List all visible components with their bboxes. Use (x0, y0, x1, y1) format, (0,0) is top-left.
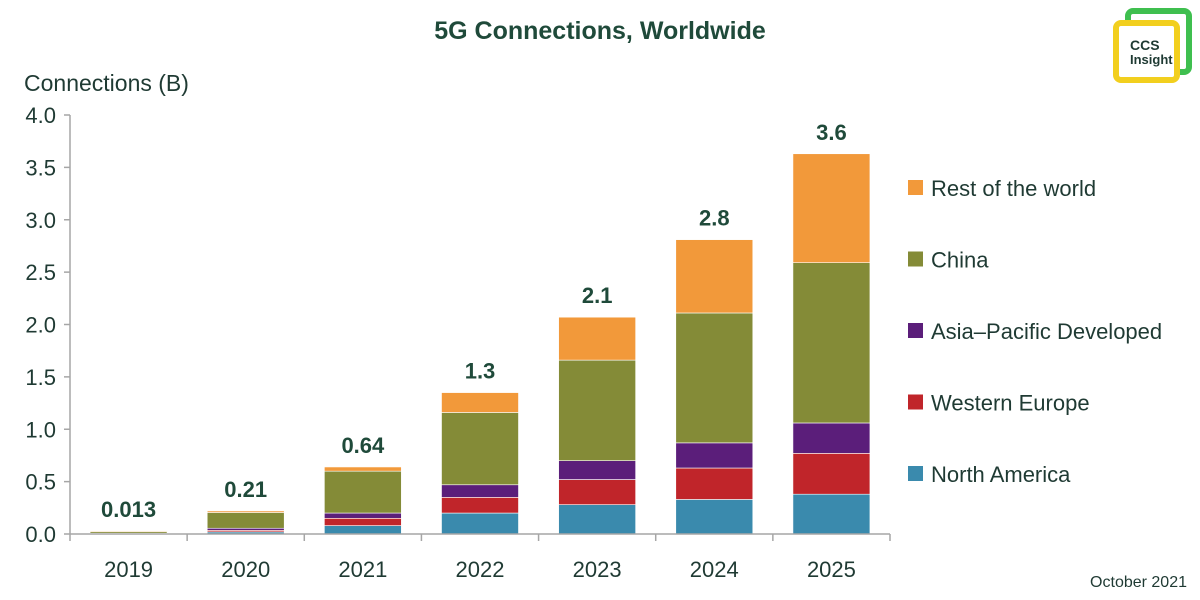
bar-segment-2021-north-america (324, 525, 402, 535)
bar-total-label: 1.3 (465, 359, 496, 384)
bar-segment-2020-china (206, 512, 285, 529)
x-tick-label: 2020 (221, 557, 270, 582)
y-tick-label: 2.5 (25, 260, 56, 285)
x-tick-label: 2019 (104, 557, 153, 582)
bar-total-label: 0.013 (101, 497, 156, 522)
x-tick-label: 2023 (573, 557, 622, 582)
bar-totals: 0.013 0.21 0.64 1.3 2.1 2.8 3.6 (101, 120, 847, 522)
bar-segment-2022-north-america (441, 512, 519, 535)
legend-label: North America (931, 462, 1071, 487)
bar-segment-2023-western-europe (558, 479, 636, 505)
bar-segment-2021-rest-of-the-world (324, 466, 402, 472)
legend-label: China (931, 248, 989, 273)
bar-segment-2024-north-america (675, 499, 754, 535)
logo-text-line2: Insight (1130, 52, 1173, 67)
bar-segment-2025-north-america (792, 493, 871, 535)
bar-segment-2024-rest-of-the-world (675, 239, 754, 314)
y-tick-label: 3.5 (25, 155, 56, 180)
bar-segment-2022-asia-pacific-developed (441, 484, 519, 498)
x-tick-label: 2025 (807, 557, 856, 582)
report-date: October 2021 (1090, 574, 1187, 591)
y-axis: 0.0 0.5 1.0 1.5 2.0 2.5 3.0 3.5 4.0 (25, 103, 70, 547)
legend-swatch (908, 251, 923, 267)
bar-total-label: 0.21 (224, 477, 267, 502)
x-tick-label: 2024 (690, 557, 739, 582)
bar-total-label: 2.8 (699, 206, 730, 231)
bar-segment-2022-western-europe (441, 497, 519, 514)
logo-text-line1: CCS (1130, 37, 1160, 53)
bar-segment-2020-rest-of-the-world (206, 510, 285, 513)
x-tick-label: 2022 (456, 557, 505, 582)
x-axis: 2019 2020 2021 2022 2023 2024 2025 (69, 534, 891, 582)
logo-yellow-frame (1113, 20, 1180, 83)
bar-segment-2023-rest-of-the-world (558, 316, 636, 361)
chart-title: 5G Connections, Worldwide (434, 17, 766, 45)
bar-segment-2021-western-europe (324, 517, 402, 526)
legend-swatch (908, 466, 923, 481)
bar-segment-2023-china (558, 359, 636, 461)
bar-segment-2024-asia-pacific-developed (675, 442, 754, 469)
y-tick-label: 0.5 (25, 470, 56, 495)
legend: Rest of the world China Asia–Pacific Devel… (908, 176, 1162, 487)
axes-group (69, 115, 890, 535)
legend-swatch (908, 323, 923, 338)
bar-segment-2021-china (324, 470, 402, 514)
x-tick-label: 2021 (338, 557, 387, 582)
bar-segment-2021-asia-pacific-developed (324, 512, 402, 519)
y-tick-label: 1.0 (25, 417, 56, 442)
y-axis-label: Connections (B) (24, 70, 189, 96)
y-tick-label: 0.0 (25, 522, 56, 547)
legend-label: Western Europe (931, 391, 1090, 416)
bar-total-label: 2.1 (582, 283, 613, 308)
bar-segment-2022-rest-of-the-world (441, 392, 519, 413)
legend-swatch (908, 394, 923, 410)
y-tick-label: 2.0 (25, 313, 56, 338)
bar-segment-2024-china (675, 312, 754, 444)
y-tick-label: 1.5 (25, 365, 56, 390)
bar-segment-2025-china (792, 262, 871, 424)
bar-segment-2022-china (441, 412, 519, 486)
bar-segment-2025-asia-pacific-developed (792, 422, 871, 454)
bar-segment-2024-western-europe (675, 467, 754, 500)
bar-segment-2020-asia-pacific-developed (206, 527, 285, 531)
bar-total-label: 0.64 (341, 433, 385, 458)
ccs-insight-logo: CCS Insight (1113, 8, 1192, 83)
bar-segment-2025-rest-of-the-world (792, 153, 871, 263)
bar-segment-2025-western-europe (792, 453, 871, 495)
bar-total-label: 3.6 (816, 120, 847, 145)
y-tick-label: 3.0 (25, 208, 56, 233)
legend-label: Asia–Pacific Developed (931, 319, 1162, 344)
bars-group (89, 153, 871, 535)
bar-segment-2023-asia-pacific-developed (558, 460, 636, 480)
y-tick-label: 4.0 (25, 103, 56, 128)
bar-segment-2019-rest-of-the-world (89, 530, 168, 532)
legend-label: Rest of the world (931, 176, 1096, 201)
bar-segment-2023-north-america (558, 504, 636, 535)
legend-swatch (908, 180, 923, 195)
